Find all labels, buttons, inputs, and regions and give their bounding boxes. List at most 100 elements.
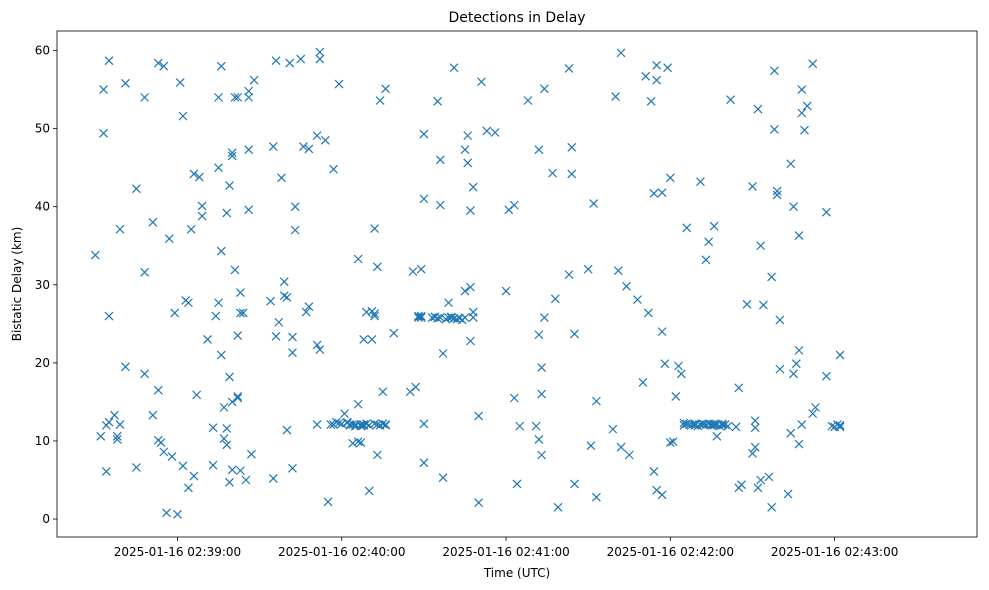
data-point (512, 479, 522, 489)
data-point (786, 428, 796, 438)
data-point (312, 340, 322, 350)
data-point (789, 202, 798, 212)
data-point (616, 442, 626, 452)
data-point (794, 439, 804, 449)
data-point (550, 294, 560, 304)
data-point (203, 335, 213, 344)
data-point (827, 421, 837, 431)
data-point (676, 369, 686, 379)
data-point (570, 329, 579, 339)
data-point (222, 440, 232, 450)
data-point (271, 56, 281, 66)
data-point (189, 471, 199, 481)
data-point (419, 129, 429, 139)
data-point (534, 434, 544, 444)
data-point (553, 502, 563, 512)
data-point (299, 142, 308, 151)
data-point (734, 383, 744, 393)
data-point (460, 145, 470, 155)
data-point (208, 460, 218, 470)
data-point (419, 419, 429, 429)
data-point (381, 420, 390, 429)
data-point (219, 434, 229, 444)
data-point (583, 264, 593, 274)
data-point (468, 313, 478, 323)
data-point (748, 449, 757, 458)
data-point (156, 438, 166, 447)
data-point (370, 419, 380, 429)
data-point (153, 385, 163, 395)
data-point (411, 382, 421, 392)
data-point (178, 461, 188, 471)
data-point (312, 131, 322, 141)
data-point (268, 142, 278, 151)
data-point (665, 173, 675, 183)
data-point (315, 345, 325, 355)
data-point (671, 392, 681, 401)
data-point (348, 420, 358, 429)
data-point (282, 425, 292, 435)
data-point (772, 190, 782, 200)
data-point (323, 497, 333, 507)
data-point (216, 350, 226, 360)
data-point (750, 423, 760, 433)
data-point (821, 207, 831, 217)
data-point (737, 480, 746, 490)
data-point (233, 393, 243, 403)
data-point (90, 250, 100, 260)
points-layer (90, 47, 845, 519)
data-point (641, 71, 651, 81)
data-point (750, 442, 760, 452)
data-point (236, 466, 245, 476)
data-point (115, 224, 125, 234)
y-tick-label: 10 (35, 434, 50, 448)
data-point (753, 483, 763, 493)
data-point (121, 362, 130, 372)
data-point (194, 172, 204, 182)
data-point (772, 186, 782, 196)
data-point (304, 302, 314, 312)
data-point (438, 349, 448, 358)
y-axis: 0 10 20 30 40 50 60 (35, 44, 57, 526)
data-point (764, 472, 774, 482)
data-point (277, 173, 286, 183)
data-point (279, 277, 289, 287)
data-point (99, 85, 108, 94)
data-point (537, 389, 547, 399)
data-point (164, 234, 174, 244)
data-point (657, 188, 667, 198)
data-point (460, 286, 470, 296)
data-point (466, 206, 475, 216)
data-point (315, 47, 325, 57)
data-point (649, 188, 659, 198)
data-point (786, 159, 796, 169)
data-point (537, 450, 547, 460)
x-axis-label: Time (UTC) (483, 566, 550, 580)
data-point (811, 402, 820, 412)
data-point (173, 509, 182, 519)
data-point (742, 299, 752, 309)
data-point (378, 419, 388, 429)
data-point (225, 372, 234, 382)
data-point (624, 450, 634, 460)
data-point (586, 441, 596, 451)
data-point (110, 410, 119, 420)
data-point (312, 420, 322, 429)
data-point (567, 169, 577, 179)
data-point (370, 224, 380, 233)
data-point (208, 423, 218, 433)
data-point (539, 313, 549, 323)
data-point (288, 463, 297, 473)
data-point (501, 286, 511, 296)
data-point (364, 486, 374, 496)
data-point (340, 409, 349, 419)
data-point (657, 327, 667, 337)
data-point (679, 418, 689, 428)
data-point (222, 424, 232, 433)
data-point (709, 419, 719, 429)
data-point (148, 410, 158, 420)
data-point (433, 313, 443, 323)
data-point (301, 307, 311, 317)
data-point (121, 78, 130, 88)
data-point (523, 96, 533, 105)
